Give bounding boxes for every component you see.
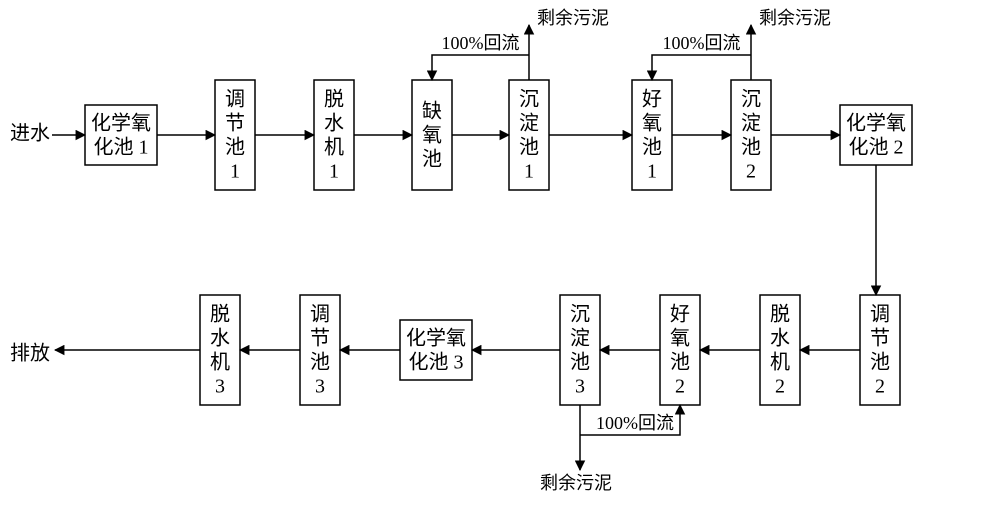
diagram-label: 淀	[570, 327, 590, 350]
diagram-label: 池	[310, 351, 330, 374]
diagram-label: 100%回流	[442, 33, 520, 53]
diagram-label: 脱	[210, 303, 230, 326]
diagram-label: 3	[575, 376, 585, 398]
diagram-label: 节	[870, 327, 890, 350]
diagram-label: 池	[519, 136, 539, 159]
diagram-label: 剩余污泥	[540, 473, 612, 493]
diagram-label: 3	[315, 376, 325, 398]
diagram-label: 沉	[570, 303, 590, 326]
diagram-label: 脱	[324, 88, 344, 111]
diagram-label: 1	[524, 161, 534, 183]
diagram-label: 100%回流	[663, 33, 741, 53]
diagram-label: 池	[741, 136, 761, 159]
diagram-label: 进水	[10, 122, 50, 145]
diagram-label: 氧	[422, 124, 442, 147]
flow-arrow	[432, 55, 529, 80]
diagram-label: 沉	[519, 88, 539, 111]
diagram-label: 调	[310, 303, 330, 326]
diagram-label: 2	[675, 376, 685, 398]
diagram-label: 机	[770, 351, 790, 374]
diagram-label: 池	[225, 136, 245, 159]
diagram-label: 化学氧	[846, 112, 906, 135]
diagram-label: 1	[647, 161, 657, 183]
diagram-label: 1	[230, 161, 240, 183]
diagram-label: 氧	[670, 327, 690, 350]
diagram-label: 化池 1	[94, 136, 149, 159]
diagram-label: 2	[775, 376, 785, 398]
diagram-label: 化学氧	[91, 112, 151, 135]
diagram-label: 化学氧	[406, 327, 466, 350]
diagram-label: 淀	[741, 112, 761, 135]
diagram-label: 水	[324, 112, 344, 135]
diagram-label: 淀	[519, 112, 539, 135]
diagram-label: 脱	[770, 303, 790, 326]
diagram-label: 氧	[642, 112, 662, 135]
diagram-label: 水	[770, 327, 790, 350]
diagram-label: 剩余污泥	[537, 8, 609, 28]
diagram-label: 排放	[10, 342, 50, 365]
diagram-label: 池	[870, 351, 890, 374]
diagram-label: 2	[746, 161, 756, 183]
diagram-label: 机	[210, 351, 230, 374]
diagram-label: 剩余污泥	[759, 8, 831, 28]
diagram-label: 节	[310, 327, 330, 350]
diagram-label: 2	[875, 376, 885, 398]
diagram-label: 好	[642, 88, 662, 111]
diagram-label: 1	[329, 161, 339, 183]
diagram-label: 沉	[741, 88, 761, 111]
flow-arrow	[652, 55, 751, 80]
diagram-label: 池	[422, 148, 442, 171]
diagram-label: 池	[570, 351, 590, 374]
diagram-label: 机	[324, 136, 344, 159]
diagram-label: 化池 2	[849, 136, 904, 159]
diagram-label: 水	[210, 327, 230, 350]
diagram-label: 化池 3	[409, 351, 464, 374]
diagram-label: 100%回流	[596, 413, 674, 433]
diagram-label: 池	[642, 136, 662, 159]
diagram-label: 缺	[422, 100, 442, 123]
diagram-label: 池	[670, 351, 690, 374]
diagram-label: 3	[215, 376, 225, 398]
diagram-label: 好	[670, 303, 690, 326]
diagram-label: 调	[870, 303, 890, 326]
diagram-label: 节	[225, 112, 245, 135]
diagram-label: 调	[225, 88, 245, 111]
